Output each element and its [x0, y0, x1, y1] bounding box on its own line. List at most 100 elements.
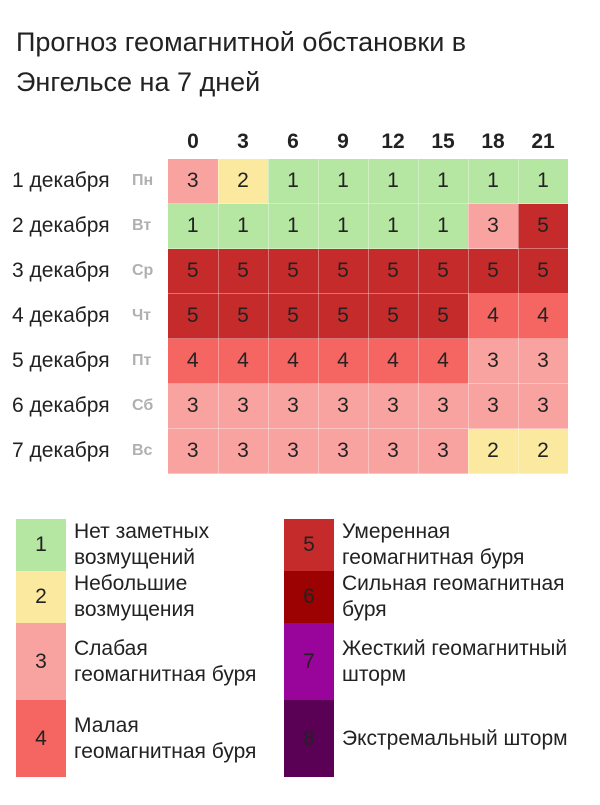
- hour-header: 3: [237, 130, 249, 153]
- hour-header: 21: [531, 130, 555, 153]
- forecast-cell: 3: [418, 428, 469, 474]
- forecast-cell: 2: [468, 428, 519, 474]
- forecast-cell: 4: [518, 293, 569, 339]
- legend-label: Умеренная геомагнитная буря: [342, 520, 525, 569]
- legend-swatch: 2: [16, 571, 66, 623]
- forecast-cell: 3: [168, 159, 219, 204]
- forecast-cell: 4: [418, 338, 469, 384]
- day-row: 3 декабря Ср 5 5 5 5 5 5 5 5: [12, 248, 569, 294]
- legend-item: 1 Нет заметных возмущений: [16, 519, 266, 571]
- day-weekday: Вс: [132, 442, 153, 459]
- forecast-table: 0 3 6 9 12 15 18 21 1 декабря Пн 3 2 1 1 1 1 1 1 2…: [12, 125, 569, 474]
- forecast-cell: 5: [368, 248, 419, 294]
- forecast-cell: 3: [268, 428, 319, 474]
- forecast-cell: 1: [268, 203, 319, 249]
- forecast-cell: 5: [168, 293, 219, 339]
- legend-label: Небольшие возмущения: [74, 572, 195, 621]
- forecast-cell: 5: [318, 293, 369, 339]
- legend-swatch: 3: [16, 623, 66, 700]
- forecast-cell: 2: [518, 428, 569, 474]
- forecast-cell: 5: [318, 248, 369, 294]
- forecast-cell: 5: [218, 248, 269, 294]
- forecast-cell: 4: [468, 293, 519, 339]
- day-weekday: Ср: [132, 262, 154, 279]
- hour-header: 12: [381, 130, 405, 153]
- legend-swatch: 6: [284, 571, 334, 623]
- day-row: 6 декабря Сб 3 3 3 3 3 3 3 3: [12, 383, 569, 429]
- forecast-cell: 1: [318, 159, 369, 204]
- legend-swatch: 7: [284, 623, 334, 700]
- legend-item: 5 Умеренная геомагнитная буря: [284, 519, 584, 571]
- forecast-cell: 1: [218, 203, 269, 249]
- legend-label: Сильная геомагнитная буря: [342, 572, 565, 621]
- forecast-cell: 3: [418, 383, 469, 429]
- legend-item: 8 Экстремальный шторм: [284, 700, 584, 777]
- day-date: 7 декабря: [12, 439, 110, 462]
- legend-label: Малая геомагнитная буря: [74, 713, 257, 763]
- hours-header-row: 0 3 6 9 12 15 18 21: [12, 125, 568, 159]
- day-row: 5 декабря Пт 4 4 4 4 4 4 3 3: [12, 338, 569, 384]
- forecast-cell: 4: [218, 338, 269, 384]
- legend-swatch: 4: [16, 700, 66, 777]
- legend-swatch: 5: [284, 519, 334, 571]
- forecast-cell: 4: [368, 338, 419, 384]
- day-date: 6 декабря: [12, 394, 110, 417]
- legend-item: 3 Слабая геомагнитная буря: [16, 623, 266, 700]
- forecast-cell: 1: [268, 159, 319, 204]
- day-date: 2 декабря: [12, 214, 110, 237]
- day-date: 1 декабря: [12, 169, 110, 193]
- forecast-cell: 5: [168, 248, 219, 294]
- day-row: 1 декабря Пн 3 2 1 1 1 1 1 1: [12, 159, 569, 204]
- legend-item: 4 Малая геомагнитная буря: [16, 700, 266, 777]
- forecast-cell: 4: [268, 338, 319, 384]
- hour-header: 9: [337, 130, 349, 153]
- forecast-cell: 3: [468, 338, 519, 384]
- day-date: 4 декабря: [12, 304, 110, 327]
- forecast-cell: 5: [268, 248, 319, 294]
- day-weekday: Чт: [132, 307, 152, 324]
- forecast-cell: 3: [518, 383, 569, 429]
- day-date: 3 декабря: [12, 259, 110, 282]
- forecast-cell: 2: [218, 159, 269, 204]
- forecast-cell: 1: [418, 203, 469, 249]
- forecast-cell: 3: [468, 203, 519, 249]
- forecast-cell: 5: [368, 293, 419, 339]
- forecast-cell: 5: [268, 293, 319, 339]
- forecast-cell: 1: [368, 203, 419, 249]
- forecast-cell: 1: [318, 203, 369, 249]
- day-weekday: Пт: [132, 352, 152, 369]
- legend-item: 7 Жесткий геомагнитный шторм: [284, 623, 584, 700]
- forecast-cell: 1: [168, 203, 219, 249]
- forecast-cell: 4: [318, 338, 369, 384]
- legend-label: Слабая геомагнитная буря: [74, 636, 257, 686]
- forecast-cell: 3: [518, 338, 569, 384]
- forecast-cell: 4: [168, 338, 219, 384]
- forecast-cell: 5: [418, 293, 469, 339]
- forecast-cell: 3: [318, 383, 369, 429]
- forecast-cell: 5: [518, 203, 569, 249]
- hour-header: 0: [187, 130, 199, 153]
- day-weekday: Вт: [132, 217, 152, 234]
- forecast-cell: 3: [468, 383, 519, 429]
- legend-swatch: 1: [16, 519, 66, 571]
- day-weekday: Сб: [132, 397, 154, 414]
- forecast-cell: 5: [468, 248, 519, 294]
- forecast-cell: 1: [368, 159, 419, 204]
- forecast-cell: 3: [168, 428, 219, 474]
- legend-label: Экстремальный шторм: [342, 726, 568, 750]
- forecast-cell: 3: [268, 383, 319, 429]
- legend-label: Жесткий геомагнитный шторм: [342, 636, 568, 686]
- forecast-cell: 3: [318, 428, 369, 474]
- forecast-cell: 5: [518, 248, 569, 294]
- page-title: Прогноз геомагнитной обстановки в Энгель…: [16, 27, 467, 97]
- legend-right: 5 Умеренная геомагнитная буря 6 Сильная гео…: [284, 519, 584, 777]
- day-row: 2 декабря Вт 1 1 1 1 1 1 3 5: [12, 203, 569, 249]
- forecast-cell: 5: [218, 293, 269, 339]
- hour-header: 6: [287, 130, 299, 153]
- day-weekday: Пн: [132, 172, 154, 190]
- legend-swatch: 8: [284, 700, 334, 777]
- day-row: 7 декабря Вс 3 3 3 3 3 3 2 2: [12, 428, 569, 474]
- forecast-cell: 3: [368, 383, 419, 429]
- day-row: 4 декабря Чт 5 5 5 5 5 5 4 4: [12, 293, 569, 339]
- forecast-cell: 1: [418, 159, 469, 204]
